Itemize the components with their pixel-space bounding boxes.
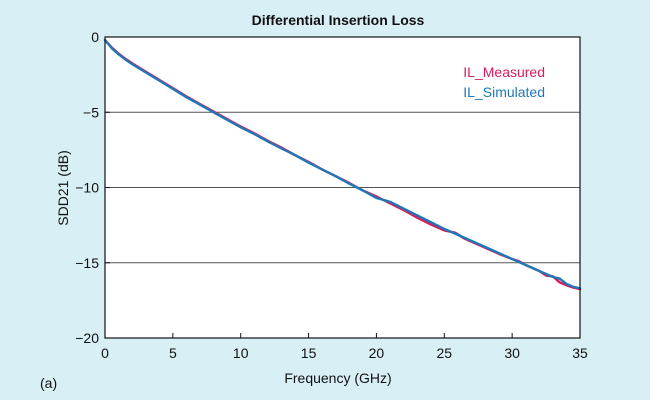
y-tick-label: −5 bbox=[83, 104, 99, 120]
x-tick-label: 20 bbox=[369, 345, 385, 361]
legend-entry-il-simulated: IL_Simulated bbox=[463, 84, 545, 100]
x-tick-label: 30 bbox=[504, 345, 520, 361]
y-tick-label: −10 bbox=[75, 180, 99, 196]
x-axis-label: Frequency (GHz) bbox=[284, 370, 391, 386]
x-tick-label: 5 bbox=[169, 345, 177, 361]
y-tick-label: −15 bbox=[75, 255, 99, 271]
y-axis-label: SDD21 (dB) bbox=[55, 150, 71, 225]
x-tick-label: 15 bbox=[301, 345, 317, 361]
x-tick-label: 10 bbox=[233, 345, 249, 361]
chart-title: Differential Insertion Loss bbox=[252, 12, 425, 28]
legend-entry-il-measured: IL_Measured bbox=[463, 64, 545, 80]
y-tick-label: −20 bbox=[75, 330, 99, 346]
y-tick-label: 0 bbox=[91, 29, 99, 45]
grid-lines bbox=[105, 111, 580, 264]
x-tick-label: 25 bbox=[436, 345, 452, 361]
x-tick-label: 35 bbox=[572, 345, 588, 361]
axis-ticks: 0−5−10−15−200 5 10 15 20 25 30 35 bbox=[75, 29, 588, 361]
series-line-il-simulated bbox=[103, 38, 582, 290]
panel-label: (a) bbox=[40, 375, 57, 391]
series-layer bbox=[103, 38, 582, 291]
x-tick-label: 0 bbox=[101, 345, 109, 361]
